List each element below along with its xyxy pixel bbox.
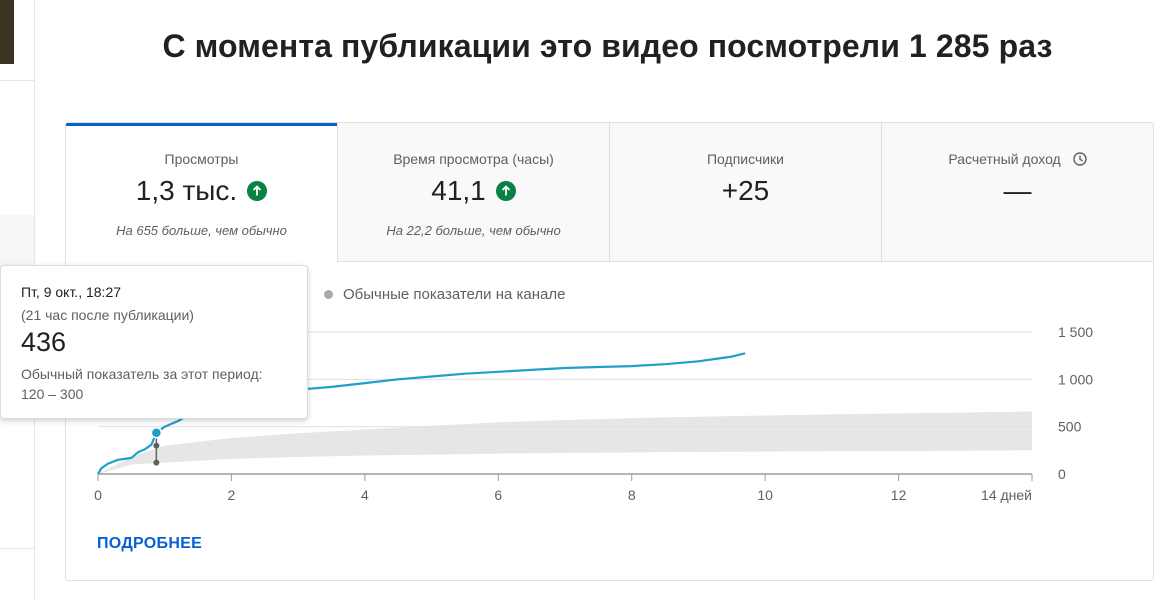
typical-range-band xyxy=(98,411,1032,474)
up-arrow-icon xyxy=(247,181,268,201)
rail-divider xyxy=(0,80,34,81)
tab-note: На 22,2 больше, чем обычно xyxy=(386,223,561,238)
tab-estimated-revenue[interactable]: Расчетный доход — xyxy=(882,123,1153,262)
tab-subscribers[interactable]: Подписчики +25 xyxy=(610,123,882,262)
see-more-link[interactable]: ПОДРОБНЕЕ xyxy=(97,535,203,552)
tab-label: Подписчики xyxy=(706,151,784,167)
tooltip-normal-range: 120 – 300 xyxy=(21,386,84,402)
tooltip-subtitle: (21 час после публикации) xyxy=(21,307,194,323)
tab-label: Расчетный доход xyxy=(948,151,1061,167)
chart-legend: Обычные показатели на канале xyxy=(324,286,565,303)
legend-label: Обычные показатели на канале xyxy=(343,286,566,303)
hover-value-point xyxy=(150,426,163,439)
y-tick-label: 1 500 xyxy=(1058,324,1093,340)
tab-value: — xyxy=(1003,175,1032,206)
tab-label: Время просмотра (часы) xyxy=(393,151,554,167)
tooltip-date: Пт, 9 окт., 18:27 xyxy=(21,284,122,300)
x-tick-label: 8 xyxy=(628,487,636,503)
clock-icon[interactable] xyxy=(1072,152,1087,166)
x-tick-label: 6 xyxy=(494,487,502,503)
chart-tooltip: Пт, 9 окт., 18:27 (21 час после публикац… xyxy=(0,265,308,419)
rail-divider xyxy=(0,548,34,549)
tab-views[interactable]: Просмотры 1,3 тыс. На 655 больше, чем об… xyxy=(66,123,338,262)
tab-value: 41,1 xyxy=(431,175,486,206)
hover-range-high-point xyxy=(153,442,160,449)
y-tick-label: 1 000 xyxy=(1058,371,1093,387)
y-tick-label: 0 xyxy=(1058,466,1066,482)
tab-watch-time[interactable]: Время просмотра (часы) 41,1 На 22,2 боль… xyxy=(338,123,610,262)
x-tick-label: 0 xyxy=(94,487,102,503)
x-tick-label: 4 xyxy=(361,487,369,503)
analytics-card: Просмотры 1,3 тыс. На 655 больше, чем об… xyxy=(65,122,1154,581)
x-tick-label: 12 xyxy=(891,487,907,503)
y-tick-label: 500 xyxy=(1058,419,1082,435)
x-tick-label: 2 xyxy=(228,487,236,503)
metric-tabs: Просмотры 1,3 тыс. На 655 больше, чем об… xyxy=(66,123,1153,262)
tab-note: На 655 больше, чем обычно xyxy=(116,223,287,238)
hover-range-low-point xyxy=(153,459,160,466)
video-thumbnail[interactable] xyxy=(0,0,14,64)
page-title: С момента публикации это видео посмотрел… xyxy=(162,28,1053,64)
x-tick-label: 14 дней xyxy=(981,487,1032,503)
tab-label: Просмотры xyxy=(164,151,239,167)
tooltip-normal-label: Обычный показатель за этот период: xyxy=(21,366,263,382)
legend-dot-icon xyxy=(324,290,333,299)
tooltip-value: 436 xyxy=(21,327,67,357)
x-tick-label: 10 xyxy=(757,487,773,503)
up-arrow-icon xyxy=(495,181,516,201)
tab-value: +25 xyxy=(721,175,770,206)
tab-value: 1,3 тыс. xyxy=(135,175,238,206)
